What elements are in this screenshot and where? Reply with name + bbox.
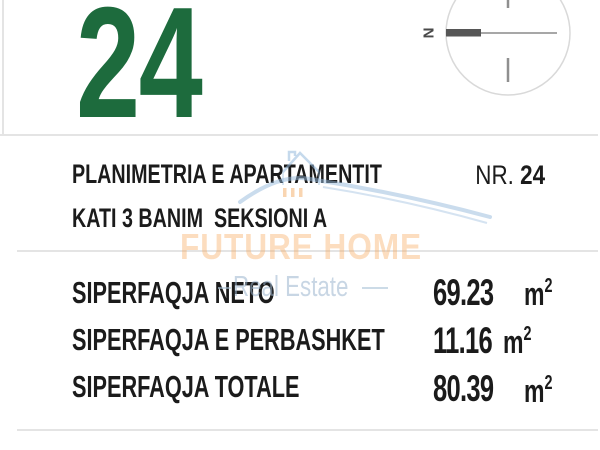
area-unit-text: m2 bbox=[524, 372, 553, 409]
watermark-tagline: Real Estate bbox=[233, 273, 383, 302]
watermark-tagline-text: Real Estate bbox=[233, 271, 349, 303]
left-edge-line bbox=[2, 0, 4, 134]
watermark-brand-text: FUTURE HOME bbox=[180, 226, 422, 267]
area-label-perbashket: SIPERFAQJA E PERBASHKET bbox=[72, 322, 385, 357]
area-row-value: 11.16 bbox=[433, 322, 519, 359]
unit-exponent: 2 bbox=[544, 275, 553, 297]
watermark-house-gable bbox=[282, 151, 320, 173]
watermark-window-ticks bbox=[283, 188, 303, 197]
area-label-totale: SIPERFAQJA TOTALE bbox=[72, 369, 300, 404]
apartment-number-value: 24 bbox=[520, 160, 545, 190]
area-unit-text: m2 bbox=[503, 323, 532, 360]
compass-north-label: N bbox=[421, 28, 438, 39]
unit-exponent: 2 bbox=[544, 372, 553, 394]
watermark-dash-right bbox=[362, 287, 388, 289]
watermark-house-icon bbox=[238, 150, 492, 224]
divider-bottom bbox=[17, 429, 598, 431]
area-unit: m2 bbox=[503, 323, 543, 360]
area-unit: m2 bbox=[524, 275, 564, 312]
plan-subtitle-text: KATI 3 BANIM SEKSIONI A bbox=[72, 203, 328, 233]
area-row-label: SIPERFAQJA NETO bbox=[72, 277, 361, 308]
area-unit-text: m2 bbox=[524, 275, 553, 312]
unit-m: m bbox=[524, 276, 545, 312]
watermark-brand: FUTURE HOME bbox=[180, 229, 455, 265]
unit-exponent: 2 bbox=[523, 323, 532, 345]
area-value-perbashket: 11.16 bbox=[433, 320, 493, 361]
area-row-value: 80.39 bbox=[433, 370, 521, 407]
unit-number: 24 bbox=[76, 0, 203, 151]
area-value-totale: 80.39 bbox=[433, 368, 494, 409]
area-value-neto: 69.23 bbox=[433, 272, 494, 313]
plan-title: PLANIMETRIA E APARTAMENTIT bbox=[72, 161, 496, 188]
plan-title-text: PLANIMETRIA E APARTAMENTIT bbox=[72, 159, 382, 189]
area-row-label: SIPERFAQJA E PERBASHKET bbox=[72, 324, 519, 355]
apartment-number-label: NR. bbox=[475, 160, 521, 190]
watermark-roof-swoosh bbox=[238, 176, 492, 219]
watermark-roof-swoosh-inner bbox=[322, 186, 488, 224]
compass-icon: N bbox=[421, 0, 571, 96]
divider-middle bbox=[17, 250, 598, 252]
area-unit: m2 bbox=[524, 372, 564, 409]
apartment-number: NR. 24 bbox=[461, 162, 545, 189]
divider-top bbox=[0, 134, 598, 136]
unit-m: m bbox=[503, 324, 524, 360]
area-label-neto: SIPERFAQJA NETO bbox=[72, 275, 275, 310]
area-row-value: 69.23 bbox=[433, 274, 521, 311]
unit-m: m bbox=[524, 373, 545, 409]
watermark-dash-left bbox=[218, 287, 231, 289]
watermark-house-chimney bbox=[287, 150, 297, 161]
compass-needle bbox=[446, 29, 481, 37]
area-row-label: SIPERFAQJA TOTALE bbox=[72, 371, 397, 402]
apartment-number-text: NR. 24 bbox=[475, 162, 545, 189]
plan-subtitle: KATI 3 BANIM SEKSIONI A bbox=[72, 205, 422, 232]
